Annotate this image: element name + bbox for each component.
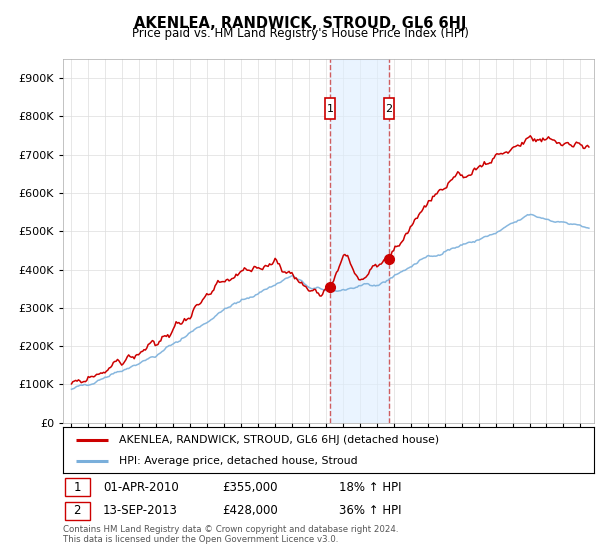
Text: 1: 1 bbox=[74, 480, 81, 493]
Text: £428,000: £428,000 bbox=[222, 505, 278, 517]
Text: Price paid vs. HM Land Registry's House Price Index (HPI): Price paid vs. HM Land Registry's House … bbox=[131, 27, 469, 40]
Text: £355,000: £355,000 bbox=[222, 480, 278, 493]
Text: HPI: Average price, detached house, Stroud: HPI: Average price, detached house, Stro… bbox=[119, 456, 358, 466]
Text: 2: 2 bbox=[385, 104, 392, 114]
Text: AKENLEA, RANDWICK, STROUD, GL6 6HJ: AKENLEA, RANDWICK, STROUD, GL6 6HJ bbox=[134, 16, 466, 31]
FancyBboxPatch shape bbox=[65, 502, 90, 520]
Text: 1: 1 bbox=[326, 104, 334, 114]
Text: 36% ↑ HPI: 36% ↑ HPI bbox=[339, 505, 401, 517]
FancyBboxPatch shape bbox=[384, 98, 394, 119]
Text: 2: 2 bbox=[74, 505, 81, 517]
Text: 01-APR-2010: 01-APR-2010 bbox=[103, 480, 179, 493]
Text: Contains HM Land Registry data © Crown copyright and database right 2024.
This d: Contains HM Land Registry data © Crown c… bbox=[63, 525, 398, 544]
Text: 18% ↑ HPI: 18% ↑ HPI bbox=[339, 480, 401, 493]
Text: AKENLEA, RANDWICK, STROUD, GL6 6HJ (detached house): AKENLEA, RANDWICK, STROUD, GL6 6HJ (deta… bbox=[119, 435, 439, 445]
Bar bbox=[330, 59, 389, 423]
Text: 13-SEP-2013: 13-SEP-2013 bbox=[103, 505, 178, 517]
FancyBboxPatch shape bbox=[65, 478, 90, 496]
FancyBboxPatch shape bbox=[325, 98, 335, 119]
